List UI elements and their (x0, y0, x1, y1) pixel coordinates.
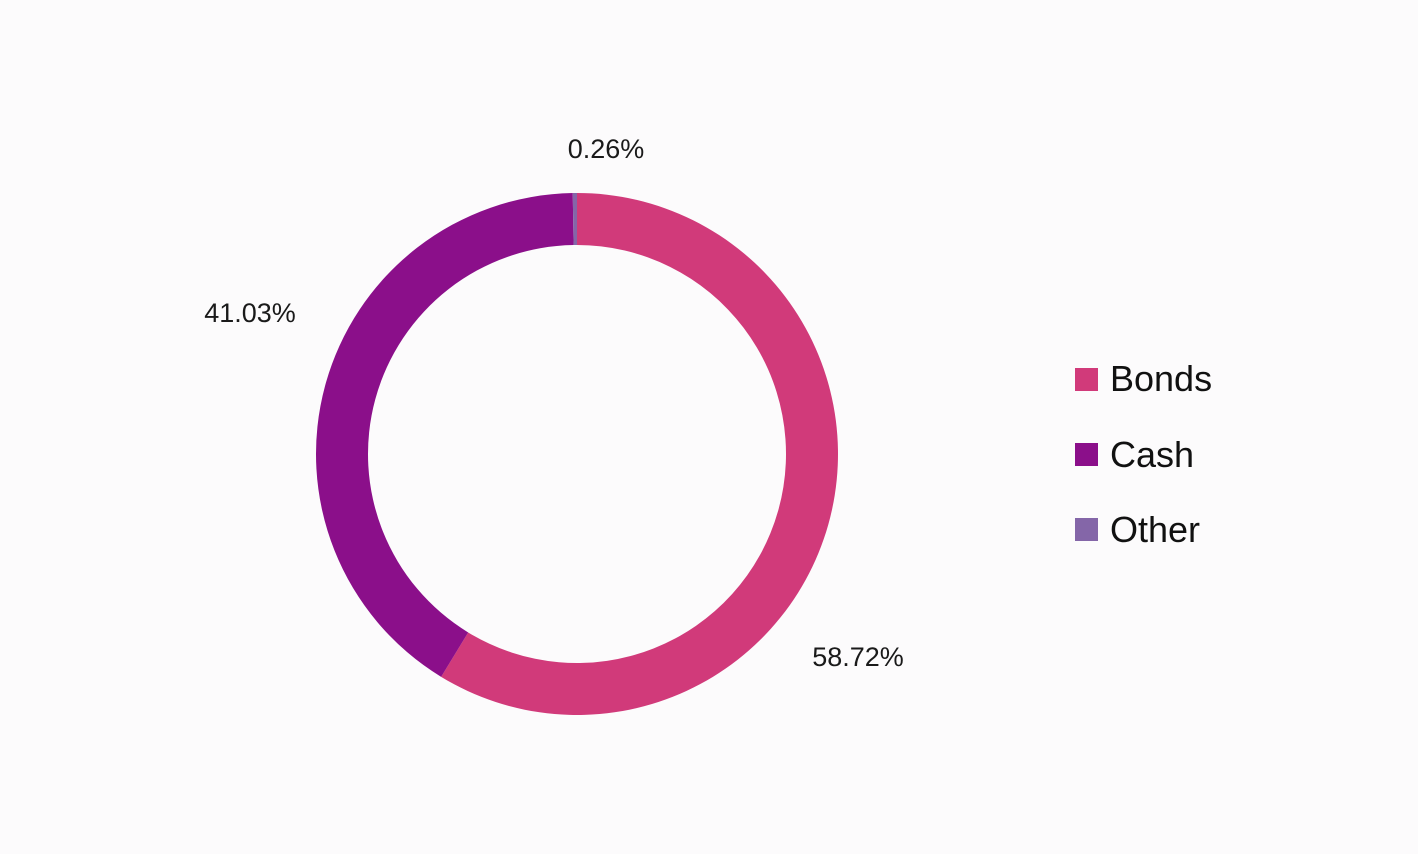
donut-slice-cash[interactable] (316, 193, 574, 677)
legend-swatch-cash (1075, 443, 1098, 466)
legend-item-other[interactable]: Other (1075, 509, 1200, 550)
legend-swatch-bonds (1075, 368, 1098, 391)
legend-label-other: Other (1110, 509, 1200, 550)
donut-slices (316, 193, 838, 716)
data-label-bonds: 58.72% (812, 642, 904, 672)
legend-label-bonds: Bonds (1110, 358, 1212, 399)
legend-item-cash[interactable]: Cash (1075, 434, 1194, 475)
legend-item-bonds[interactable]: Bonds (1075, 358, 1212, 399)
donut-slice-other[interactable] (572, 193, 577, 246)
data-label-other: 0.26% (568, 134, 645, 164)
legend-label-cash: Cash (1110, 434, 1194, 475)
data-label-cash: 41.03% (204, 298, 296, 328)
legend: Bonds Cash Other (1075, 358, 1212, 550)
donut-slice-bonds[interactable] (441, 193, 838, 716)
legend-swatch-other (1075, 518, 1098, 541)
